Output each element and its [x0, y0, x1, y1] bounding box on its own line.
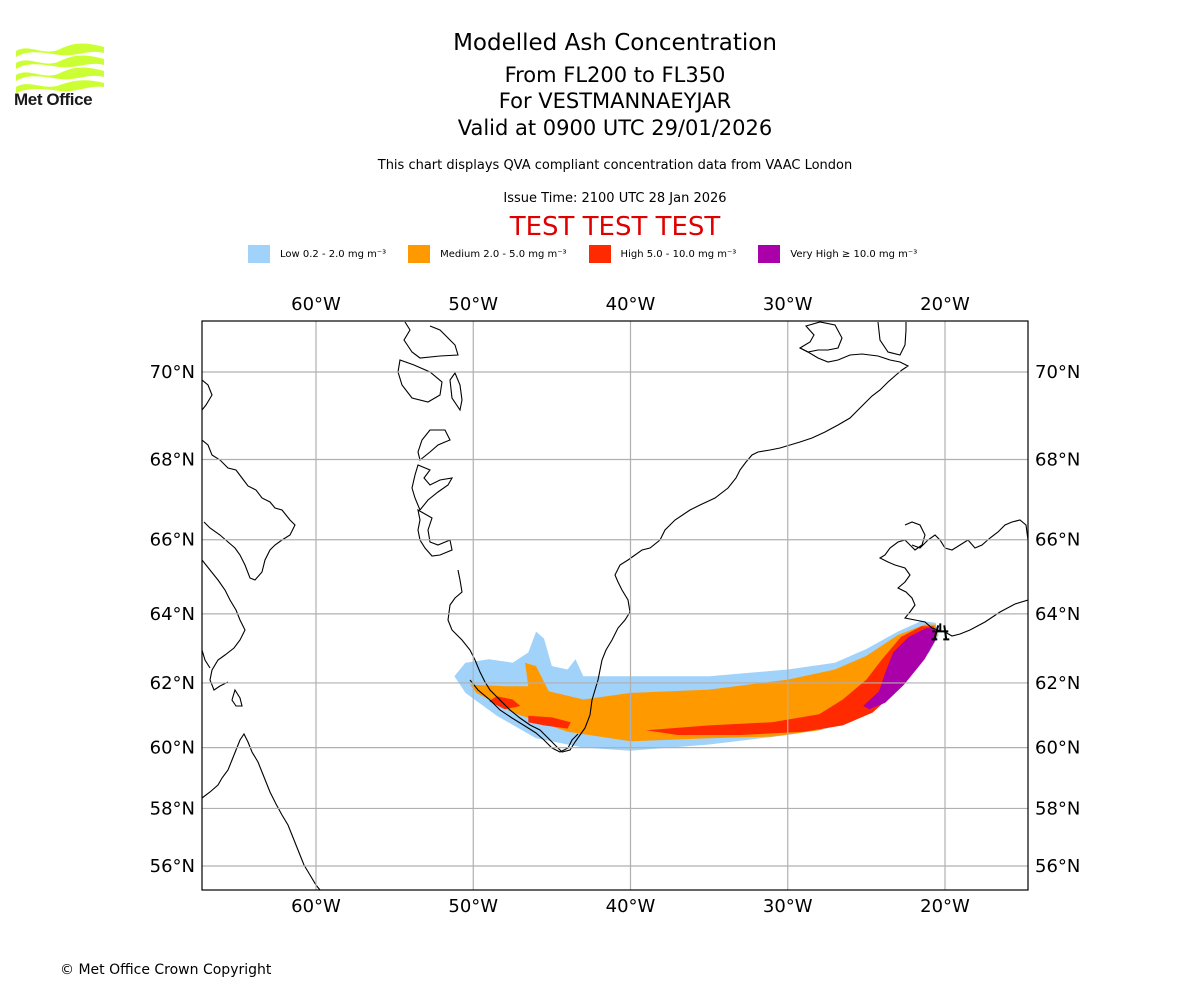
right-lat-label: 70°N	[1035, 362, 1080, 383]
top-lon-label: 50°W	[448, 294, 498, 315]
top-lon-label: 30°W	[763, 294, 813, 315]
compliance-note: This chart displays QVA compliant concen…	[377, 158, 853, 173]
left-lat-label: 60°N	[150, 738, 195, 759]
coastline-iceland	[878, 519, 1028, 637]
right-lat-label: 64°N	[1035, 604, 1080, 625]
coastline-baffin-island	[202, 379, 296, 707]
ash-high-area	[489, 696, 521, 710]
legend-item-high: High 5.0 - 10.0 mg m⁻³	[588, 245, 737, 263]
volcano-name: For VESTMANNAEYJAR	[498, 89, 732, 113]
bottom-lon-label: 30°W	[763, 896, 813, 917]
legend-swatch-high	[588, 245, 611, 263]
top-lon-label: 60°W	[291, 294, 341, 315]
left-lat-label: 68°N	[150, 449, 195, 470]
flight-levels: From FL200 to FL350	[504, 63, 726, 87]
met-office-waves-icon	[16, 43, 104, 93]
legend-label-very-high: Very High ≥ 10.0 mg m⁻³	[790, 248, 918, 260]
bottom-lon-label: 50°W	[448, 896, 498, 917]
ash-high-area-3	[646, 626, 936, 735]
left-lat-label: 66°N	[150, 530, 195, 551]
legend-label-high: High 5.0 - 10.0 mg m⁻³	[620, 248, 737, 260]
volcano-marker-icon	[931, 623, 950, 641]
left-lat-label: 70°N	[150, 362, 195, 383]
graticule	[202, 321, 1028, 890]
ash-high-area-2	[528, 715, 571, 729]
legend-label-low: Low 0.2 - 2.0 mg m⁻³	[280, 248, 387, 260]
bottom-lon-label: 60°W	[291, 896, 341, 917]
copyright: © Met Office Crown Copyright	[60, 962, 272, 978]
left-lat-label: 64°N	[150, 604, 195, 625]
map-frame	[201, 320, 1029, 891]
coastline-labrador	[202, 732, 321, 890]
legend-swatch-low	[248, 245, 270, 263]
left-lat-label: 58°N	[150, 798, 195, 819]
valid-time: Valid at 0900 UTC 29/01/2026	[457, 116, 773, 140]
axis-ticks: 60°W 60°W 50°W 50°W 40°W 40°W 30°W 30°W 20°W 20°W…	[150, 294, 1081, 917]
bottom-lon-label: 40°W	[606, 896, 656, 917]
legend-swatch-very-high	[758, 245, 781, 263]
right-lat-label: 62°N	[1035, 673, 1080, 694]
right-lat-label: 58°N	[1035, 798, 1080, 819]
top-lon-label: 40°W	[606, 294, 656, 315]
top-lon-label: 20°W	[920, 294, 970, 315]
right-lat-label: 56°N	[1035, 856, 1080, 877]
right-lat-label: 60°N	[1035, 738, 1080, 759]
left-lat-label: 62°N	[150, 673, 195, 694]
left-lat-label: 56°N	[150, 856, 195, 877]
legend: Low 0.2 - 2.0 mg m⁻³ Medium 2.0 - 5.0 mg…	[248, 244, 917, 264]
right-lat-label: 66°N	[1035, 530, 1080, 551]
bottom-lon-label: 20°W	[920, 896, 970, 917]
legend-item-medium: Medium 2.0 - 5.0 mg m⁻³	[408, 245, 567, 263]
met-office-logo-text: Met Office	[14, 90, 93, 109]
legend-item-low: Low 0.2 - 2.0 mg m⁻³	[248, 245, 386, 263]
ash-very-high-area	[863, 628, 937, 710]
ash-concentration-layer	[454, 621, 939, 751]
coastline-greenland-northeast	[798, 321, 907, 356]
chart-title: Modelled Ash Concentration	[453, 30, 777, 56]
right-lat-label: 68°N	[1035, 449, 1080, 470]
test-banner: TEST TEST TEST	[509, 212, 721, 242]
legend-swatch-medium	[408, 245, 431, 263]
coastline-greenland-west	[397, 321, 910, 753]
volcano-symbol	[931, 623, 950, 641]
issue-time: Issue Time: 2100 UTC 28 Jan 2026	[503, 191, 727, 206]
coastlines	[202, 321, 1028, 890]
ash-medium-area	[470, 624, 938, 742]
legend-item-very-high: Very High ≥ 10.0 mg m⁻³	[758, 245, 917, 263]
legend-label-medium: Medium 2.0 - 5.0 mg m⁻³	[440, 248, 567, 260]
